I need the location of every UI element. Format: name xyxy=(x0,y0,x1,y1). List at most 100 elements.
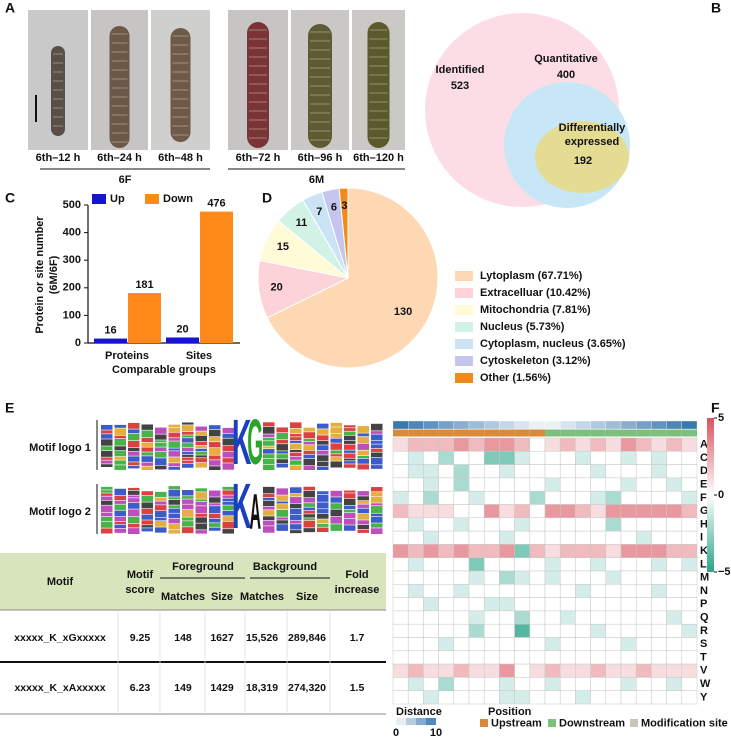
heatmap-cell xyxy=(499,663,515,678)
heatmap-cell xyxy=(620,530,637,545)
distance-annotation xyxy=(666,420,682,430)
table-header: Motif xyxy=(47,576,74,588)
heatmap-cell xyxy=(635,530,652,545)
logo-glyph xyxy=(195,458,207,463)
logo-glyph xyxy=(222,433,234,438)
heatmap-cell xyxy=(605,597,622,612)
heatmap-cell xyxy=(499,610,515,625)
logo-glyph xyxy=(330,524,342,531)
row-label: E xyxy=(700,478,707,490)
heatmap-cell xyxy=(590,637,607,652)
heatmap-cell xyxy=(544,544,561,558)
logo-glyph xyxy=(114,465,126,470)
panel-label: D xyxy=(262,190,272,206)
logo-glyph xyxy=(128,516,140,524)
table-cell: 18,319 xyxy=(246,682,278,694)
heatmap-cell xyxy=(514,623,531,638)
heatmap-cell xyxy=(575,451,591,465)
heatmap-cell xyxy=(499,437,515,452)
heatmap-cell xyxy=(407,437,424,452)
logo-glyph xyxy=(101,450,113,457)
logo-glyph xyxy=(141,462,153,466)
group-label: 6M xyxy=(309,174,324,186)
logo-glyph xyxy=(263,426,275,434)
heatmap-cell xyxy=(423,557,439,572)
logo-site: K xyxy=(232,408,251,478)
heatmap-cell xyxy=(529,464,546,479)
colorbar-tick-label: −5 xyxy=(718,566,731,578)
heatmap-cell xyxy=(407,451,424,465)
heatmap-cell xyxy=(620,637,637,652)
table-header: score xyxy=(125,584,154,596)
logo-glyph xyxy=(344,425,356,428)
position-annotation xyxy=(545,429,561,437)
logo-glyph xyxy=(222,501,234,505)
logo-glyph xyxy=(182,451,194,455)
position-annotation xyxy=(438,429,454,437)
logo-glyph xyxy=(317,435,329,441)
logo-glyph xyxy=(101,457,113,460)
heatmap-cell xyxy=(407,637,424,652)
distance-annotation xyxy=(544,420,561,430)
logo-glyph xyxy=(168,508,180,513)
heatmap-cell xyxy=(514,637,531,652)
logo-glyph xyxy=(303,503,315,507)
heatmap-cell xyxy=(483,517,500,532)
larva xyxy=(247,22,269,148)
logo-glyph xyxy=(182,431,194,435)
logo-glyph xyxy=(195,499,207,502)
heatmap-cell xyxy=(423,451,439,465)
heatmap-cell xyxy=(529,557,546,572)
legend-label: Downstream xyxy=(559,717,625,729)
heatmap-cell xyxy=(392,623,409,638)
heatmap-cell xyxy=(559,504,576,519)
heatmap-cell xyxy=(499,464,515,479)
table-cell: 1.7 xyxy=(350,632,365,644)
heatmap-cell xyxy=(453,464,470,479)
y-tick-label: 400 xyxy=(63,227,81,239)
table-cell: xxxxx_K_xAxxxxx xyxy=(14,682,105,694)
position-annotation xyxy=(575,429,591,437)
row-label: L xyxy=(700,558,707,570)
logo-glyph xyxy=(344,513,356,519)
table-cell: 289,846 xyxy=(288,632,326,644)
logo-glyph xyxy=(371,431,383,434)
slice-label: 130 xyxy=(394,306,412,318)
logo-glyph xyxy=(263,497,275,501)
heatmap-cell xyxy=(499,504,515,519)
logo-glyph xyxy=(114,521,126,525)
heatmap-cell xyxy=(559,623,576,638)
heatmap-cell xyxy=(453,663,470,678)
logo-glyph xyxy=(182,463,194,468)
logo-glyph xyxy=(290,487,302,494)
logo-glyph xyxy=(209,448,221,455)
logo-glyph xyxy=(141,424,153,430)
y-axis-title-line: (6M/6F) xyxy=(48,255,60,294)
legend-swatch xyxy=(455,373,473,383)
heatmap-cell xyxy=(438,690,455,705)
heatmap-cell xyxy=(468,623,485,638)
heatmap-cell xyxy=(681,490,698,505)
logo-glyph xyxy=(101,439,113,446)
logo-glyph xyxy=(357,508,369,514)
heatmap-cell xyxy=(392,437,409,452)
logo-glyph xyxy=(209,518,221,523)
heatmap-cell xyxy=(590,437,607,452)
logo-glyph xyxy=(182,504,194,510)
table-cell: 149 xyxy=(174,682,192,694)
heatmap-cell xyxy=(544,610,561,625)
logo-glyph xyxy=(344,509,356,513)
heatmap-cell xyxy=(651,477,667,492)
legend-swatch xyxy=(630,719,638,727)
heatmap-cell xyxy=(651,690,667,705)
row-label: D xyxy=(700,465,708,477)
logo-glyph xyxy=(303,520,315,528)
heatmap-cell xyxy=(544,690,561,705)
row-label: N xyxy=(700,585,708,597)
logo-glyph xyxy=(344,498,356,506)
heatmap-cell xyxy=(468,677,485,691)
heatmap-cell xyxy=(529,437,546,452)
heatmap-cell xyxy=(666,517,683,532)
logo-glyph xyxy=(209,466,221,470)
logo-glyph xyxy=(344,435,356,441)
